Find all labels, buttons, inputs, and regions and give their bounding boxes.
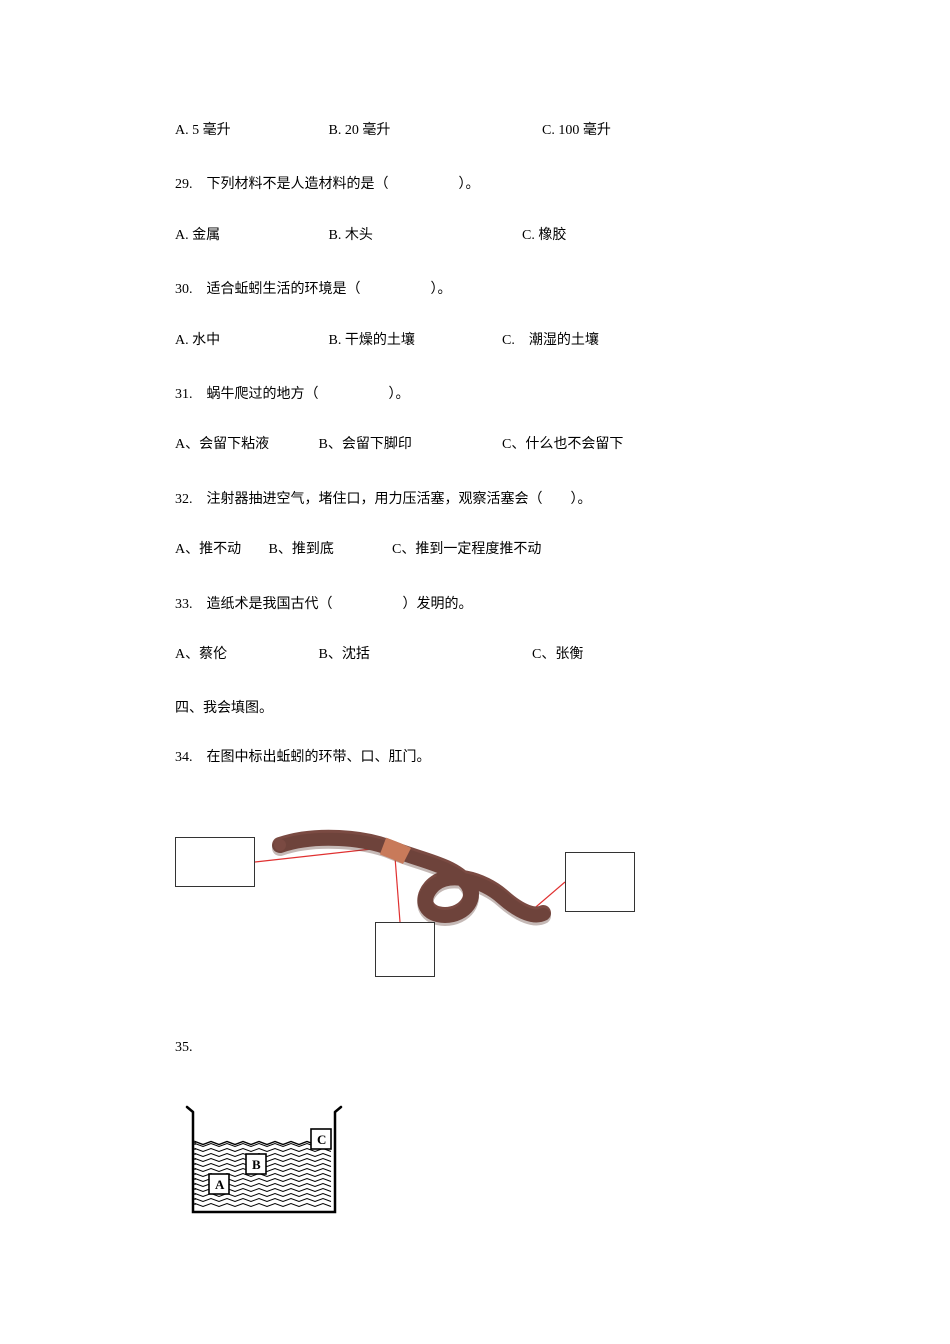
q32-option-a: A、推不动	[175, 539, 255, 561]
beaker-svg: A B C	[175, 1077, 355, 1227]
q29-option-b: B. 木头	[329, 225, 509, 247]
earthworm-figure	[175, 797, 775, 997]
q33-option-a: A、蔡伦	[175, 644, 305, 666]
q34-stem: 34. 在图中标出蚯蚓的环带、口、肛门。	[175, 747, 775, 769]
q28-options: A. 5 毫升 B. 20 毫升 C. 100 毫升	[175, 120, 775, 142]
q31-option-b: B、会留下脚印	[319, 434, 489, 456]
q31-stem: 31. 蜗牛爬过的地方（ ）。	[175, 384, 775, 406]
q31-options: A、会留下粘液 B、会留下脚印 C、什么也不会留下	[175, 434, 775, 456]
q32-stem: 32. 注射器抽进空气，堵住口，用力压活塞，观察活塞会（ ）。	[175, 489, 775, 511]
q32-options: A、推不动 B、推到底 C、推到一定程度推不动	[175, 539, 775, 561]
q28-option-b: B. 20 毫升	[329, 120, 529, 142]
svg-text:C: C	[317, 1132, 326, 1147]
q28-option-c: C. 100 毫升	[542, 120, 611, 142]
q30-options: A. 水中 B. 干燥的土壤 C. 潮湿的土壤	[175, 330, 775, 352]
q32-option-c: C、推到一定程度推不动	[392, 539, 541, 561]
svg-text:A: A	[215, 1177, 225, 1192]
q29-stem: 29. 下列材料不是人造材料的是（ ）。	[175, 174, 775, 196]
q35-stem: 35.	[175, 1037, 775, 1059]
earthworm-label-box[interactable]	[175, 837, 255, 887]
q28-option-a: A. 5 毫升	[175, 120, 315, 142]
q30-option-b: B. 干燥的土壤	[329, 330, 489, 352]
q29-option-a: A. 金属	[175, 225, 315, 247]
q33-option-b: B、沈括	[319, 644, 519, 666]
q32-option-b: B、推到底	[269, 539, 379, 561]
svg-text:B: B	[252, 1157, 261, 1172]
q33-options: A、蔡伦 B、沈括 C、张衡	[175, 644, 775, 666]
q31-option-a: A、会留下粘液	[175, 434, 305, 456]
q33-stem: 33. 造纸术是我国古代（ ）发明的。	[175, 594, 775, 616]
q29-option-c: C. 橡胶	[522, 225, 566, 247]
q30-option-a: A. 水中	[175, 330, 315, 352]
section-4-title: 四、我会填图。	[175, 698, 775, 720]
q30-stem: 30. 适合蚯蚓生活的环境是（ ）。	[175, 279, 775, 301]
q33-option-c: C、张衡	[532, 644, 583, 666]
earthworm-label-box[interactable]	[565, 852, 635, 912]
beaker-figure: A B C	[175, 1077, 355, 1227]
earthworm-label-box[interactable]	[375, 922, 435, 977]
q30-option-c: C. 潮湿的土壤	[502, 330, 599, 352]
q31-option-c: C、什么也不会留下	[502, 434, 623, 456]
q29-options: A. 金属 B. 木头 C. 橡胶	[175, 225, 775, 247]
